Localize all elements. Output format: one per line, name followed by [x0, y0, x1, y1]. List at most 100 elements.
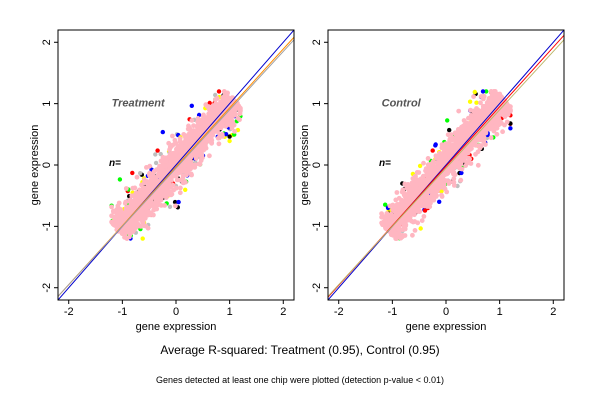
data-point — [179, 162, 185, 168]
data-point — [430, 186, 436, 192]
data-point — [186, 123, 191, 129]
data-point — [176, 153, 182, 159]
data-point — [437, 159, 442, 165]
data-point — [133, 196, 139, 202]
data-point — [145, 184, 151, 190]
data-point — [480, 116, 486, 122]
data-point — [153, 152, 158, 157]
data-point — [394, 190, 400, 195]
data-point — [493, 121, 499, 126]
data-point — [383, 224, 388, 230]
data-point — [492, 113, 498, 118]
data-point — [488, 135, 494, 141]
y-tick-label: 2 — [41, 39, 53, 45]
data-point — [129, 193, 135, 199]
data-point — [410, 232, 415, 238]
data-point — [404, 217, 410, 223]
data-point — [161, 188, 167, 194]
data-point — [184, 172, 190, 178]
data-point — [166, 183, 171, 188]
data-point — [452, 146, 457, 152]
data-point — [222, 93, 227, 99]
data-point — [430, 196, 435, 202]
data-point — [400, 227, 405, 233]
y-tick-label: -1 — [41, 221, 53, 231]
data-point — [189, 103, 194, 109]
data-point — [214, 107, 219, 113]
n-label: n= — [109, 158, 121, 169]
data-point — [166, 140, 172, 146]
data-point — [421, 160, 426, 166]
y-tick-label: 1 — [41, 101, 53, 107]
data-point — [464, 127, 469, 133]
data-point — [407, 214, 413, 219]
data-point — [418, 226, 423, 231]
data-point — [409, 187, 414, 193]
data-point — [215, 114, 220, 120]
data-point — [167, 204, 173, 209]
data-point — [197, 161, 203, 167]
data-point — [498, 96, 503, 102]
data-point — [237, 108, 243, 114]
x-tick-label: 0 — [443, 306, 449, 318]
data-point — [111, 209, 116, 215]
x-tick-label: 1 — [497, 306, 503, 318]
data-point — [433, 194, 439, 199]
data-point — [207, 153, 212, 159]
data-point — [458, 159, 464, 165]
data-point — [447, 127, 452, 133]
data-point — [439, 145, 445, 151]
data-point — [111, 222, 116, 227]
data-point — [501, 109, 507, 115]
data-point — [420, 173, 426, 179]
data-point — [146, 211, 152, 216]
data-point — [232, 105, 238, 111]
data-point — [481, 137, 487, 143]
data-point — [475, 149, 481, 155]
x-tick-label: -1 — [117, 306, 127, 318]
data-point — [445, 149, 451, 155]
data-point — [139, 209, 145, 215]
data-point — [478, 100, 483, 106]
data-point — [117, 177, 123, 182]
data-point — [189, 118, 195, 123]
data-point — [407, 192, 413, 198]
data-point — [176, 144, 182, 149]
data-point — [484, 126, 490, 132]
data-point — [109, 213, 114, 219]
data-point — [202, 121, 208, 127]
y-tick-label: -2 — [41, 283, 53, 293]
data-point — [124, 207, 129, 212]
data-point — [472, 121, 478, 127]
plot-area — [58, 30, 294, 300]
data-point — [183, 136, 189, 142]
data-point — [227, 138, 232, 144]
panel-label: Control — [382, 98, 422, 110]
data-point — [122, 225, 128, 231]
data-point — [123, 186, 129, 191]
fit-line-1 — [58, 30, 294, 300]
data-point — [445, 132, 451, 138]
data-point — [174, 185, 179, 191]
data-point — [476, 119, 482, 125]
data-point — [400, 232, 405, 238]
data-point — [158, 203, 164, 208]
data-point — [436, 154, 442, 160]
data-point — [456, 108, 462, 114]
data-point — [439, 189, 444, 194]
x-tick-label: -1 — [387, 306, 397, 318]
data-point — [177, 138, 183, 144]
data-point — [195, 130, 201, 136]
data-point — [508, 104, 513, 109]
data-point — [490, 127, 496, 132]
data-point — [443, 141, 449, 147]
data-point — [140, 191, 145, 196]
data-point — [206, 104, 212, 110]
data-point — [494, 131, 500, 137]
data-point — [154, 206, 160, 212]
data-point — [416, 170, 422, 175]
data-point — [213, 92, 218, 98]
data-point — [230, 118, 235, 124]
data-point — [425, 203, 431, 209]
data-point — [137, 194, 143, 200]
